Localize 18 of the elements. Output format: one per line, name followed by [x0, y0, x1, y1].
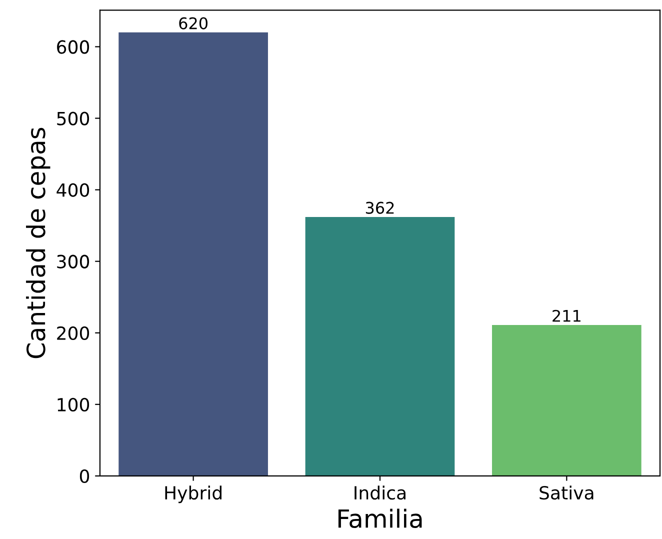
y-tick-label: 300: [57, 254, 90, 268]
bar: [305, 216, 455, 476]
x-axis-title: Familia: [338, 508, 422, 528]
x-tick-label: Sativa: [540, 486, 594, 500]
y-axis-title: Cantidad de cepas: [26, 128, 50, 358]
bar: [118, 32, 268, 476]
data-label: 620: [179, 17, 208, 30]
bar: [492, 324, 642, 476]
y-tick-label: 200: [57, 326, 90, 340]
x-tick-label: Hybrid: [165, 486, 222, 504]
x-tick-label: Indica: [354, 486, 406, 500]
data-label: 362: [366, 202, 394, 214]
y-tick-label: 600: [57, 40, 90, 54]
y-tick-label: 500: [57, 112, 90, 126]
data-label: 211: [552, 310, 580, 322]
y-tick-label: 400: [56, 183, 90, 197]
y-tick-label: 100: [58, 398, 90, 412]
y-tick-label: 0: [80, 469, 90, 484]
